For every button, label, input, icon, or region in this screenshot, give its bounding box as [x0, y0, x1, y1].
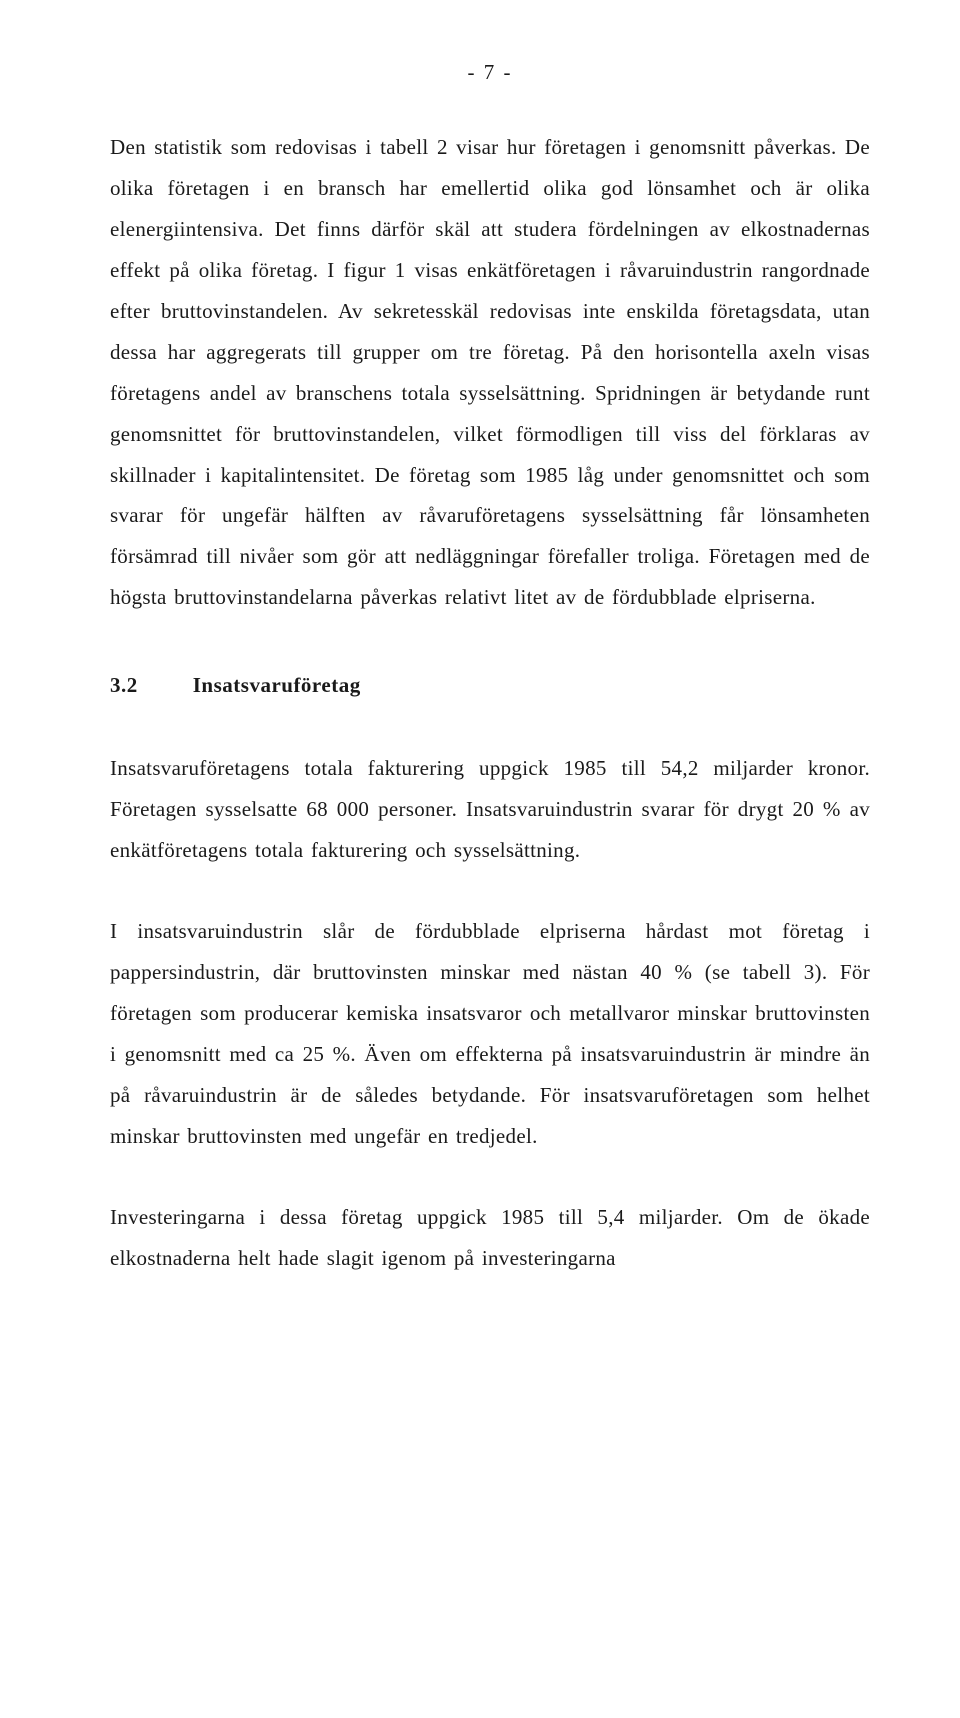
paragraph-2: Insatsvaruföretagens totala fakturering … [110, 748, 870, 871]
section-title: Insatsvaruföretag [193, 673, 361, 697]
paragraph-3: I insatsvaruindustrin slår de fördubblad… [110, 911, 870, 1157]
section-number: 3.2 [110, 673, 138, 698]
section-heading: 3.2 Insatsvaruföretag [110, 673, 870, 698]
paragraph-1: Den statistik som redovisas i tabell 2 v… [110, 127, 870, 618]
page-container: - 7 - Den statistik som redovisas i tabe… [0, 0, 960, 1379]
paragraph-4: Investeringarna i dessa företag uppgick … [110, 1197, 870, 1279]
page-number: - 7 - [110, 60, 870, 85]
